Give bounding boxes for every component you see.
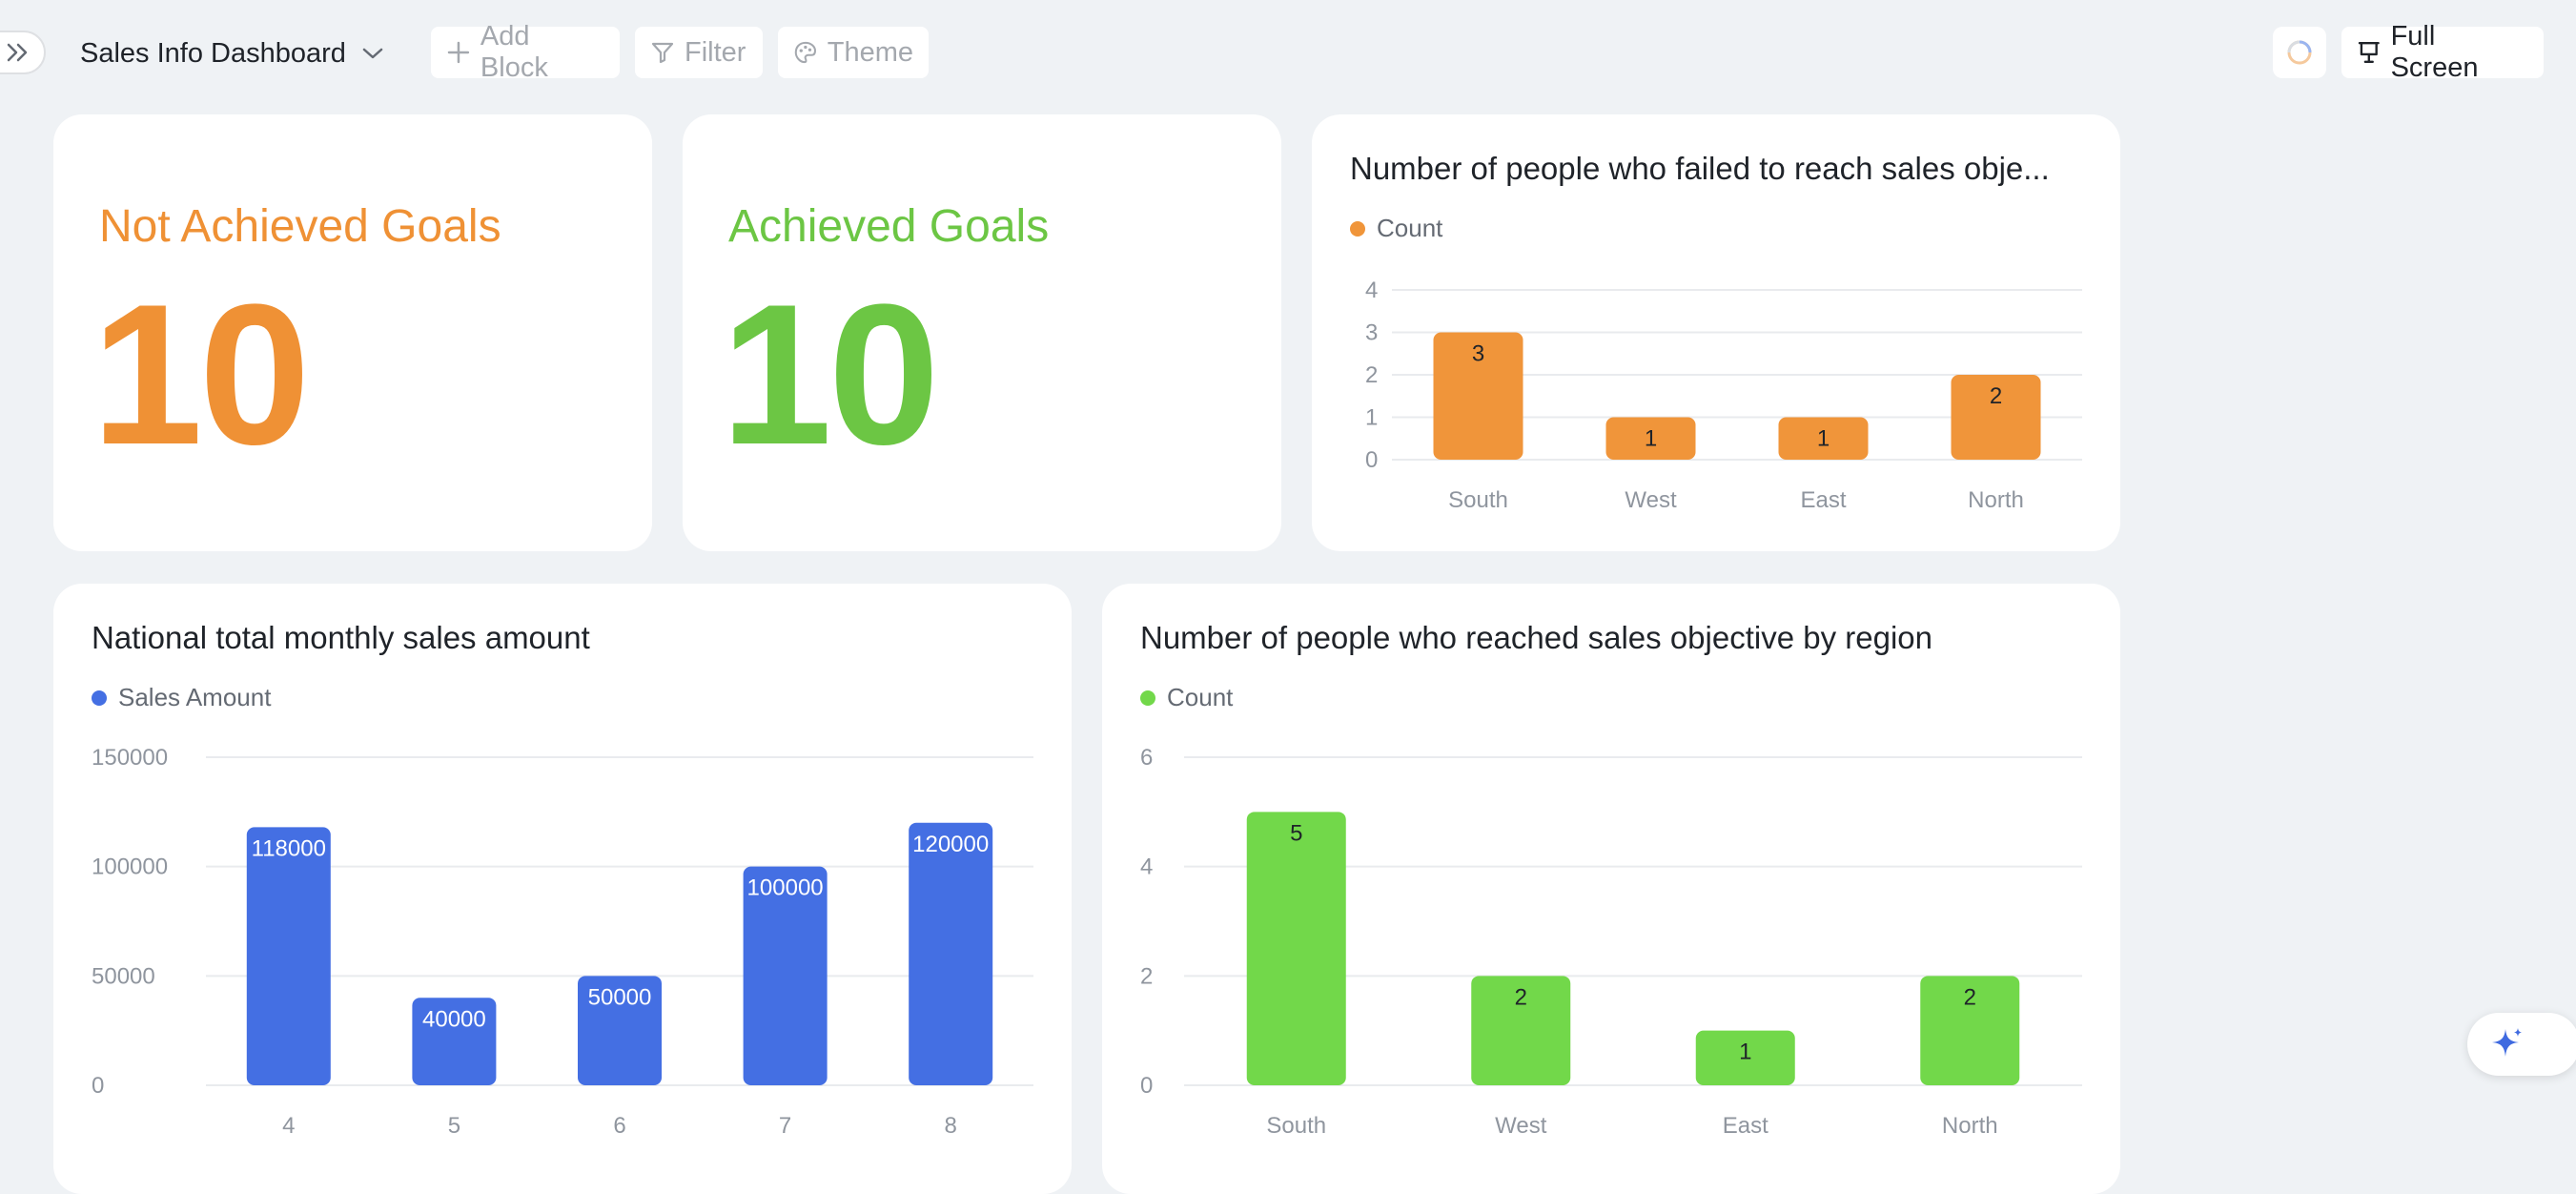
bar-value-label: 5 bbox=[1290, 820, 1302, 846]
bar bbox=[1605, 417, 1696, 460]
chart-card-failed[interactable]: Number of people who failed to reach sal… bbox=[1312, 114, 2120, 551]
chart-legend[interactable]: Sales Amount bbox=[92, 683, 271, 712]
full-screen-label: Full Screen bbox=[2390, 21, 2479, 83]
legend-swatch bbox=[1140, 690, 1155, 706]
dashboard-title: Sales Info Dashboard bbox=[80, 37, 346, 69]
kpi-title: Achieved Goals bbox=[728, 201, 1050, 252]
x-tick-label: North bbox=[1968, 487, 2024, 513]
chart-legend[interactable]: Count bbox=[1140, 683, 1233, 712]
x-tick-label: 4 bbox=[282, 1113, 295, 1139]
x-tick-label: 8 bbox=[945, 1113, 957, 1139]
y-tick-label: 0 bbox=[1365, 447, 1378, 473]
y-tick-label: 50000 bbox=[92, 963, 155, 989]
ai-assistant-button[interactable] bbox=[2467, 1013, 2576, 1076]
bar bbox=[1471, 976, 1571, 1085]
chart-title: Number of people who reached sales objec… bbox=[1140, 620, 1932, 655]
kpi-value: 10 bbox=[92, 262, 311, 486]
y-tick-label: 6 bbox=[1140, 745, 1153, 771]
y-tick-label: 2 bbox=[1365, 362, 1378, 388]
bar-value-label: 40000 bbox=[422, 1006, 486, 1032]
bar bbox=[1920, 976, 2020, 1085]
y-tick-label: 150000 bbox=[92, 745, 168, 771]
bar bbox=[412, 998, 497, 1085]
sparkle-icon bbox=[2492, 1028, 2522, 1057]
bar-chart-failed: 0 1 2 3 4 3 South 1 West 1 East 2 North bbox=[1365, 278, 2082, 513]
bar-value-label: 2 bbox=[1515, 984, 1527, 1010]
legend-swatch bbox=[92, 690, 107, 706]
y-tick-label: 100000 bbox=[92, 854, 168, 880]
bar bbox=[1695, 1030, 1795, 1085]
y-tick-label: 1 bbox=[1365, 405, 1378, 431]
legend-swatch bbox=[1350, 220, 1365, 237]
bar-value-label: 100000 bbox=[747, 875, 824, 901]
loading-status-button[interactable] bbox=[2273, 27, 2326, 78]
x-tick-label: 6 bbox=[613, 1113, 625, 1139]
full-screen-button[interactable]: Full Screen bbox=[2341, 21, 2544, 83]
bar-value-label: 2 bbox=[1990, 383, 2002, 409]
chart-legend[interactable]: Count bbox=[1350, 214, 1442, 243]
x-tick-label: East bbox=[1723, 1113, 1768, 1139]
kpi-card-not-achieved[interactable]: Not Achieved Goals 10 bbox=[53, 114, 652, 551]
chevron-down-icon bbox=[362, 48, 383, 59]
y-tick-label: 2 bbox=[1140, 963, 1153, 989]
bar bbox=[909, 822, 993, 1085]
expand-sidebar-button[interactable] bbox=[0, 31, 46, 74]
x-tick-label: South bbox=[1448, 487, 1508, 513]
bar-chart-reached: 0 2 4 6 5 South 2 West 1 East 2 North bbox=[1140, 745, 2082, 1139]
bar bbox=[246, 827, 331, 1085]
presentation-icon bbox=[2358, 41, 2380, 64]
plus-icon bbox=[447, 41, 470, 64]
y-tick-label: 0 bbox=[92, 1073, 104, 1099]
y-tick-label: 0 bbox=[1140, 1073, 1153, 1099]
chart-card-monthly[interactable]: National total monthly sales amount Sale… bbox=[53, 584, 1072, 1194]
add-block-button[interactable]: Add Block bbox=[431, 21, 620, 83]
bar-value-label: 3 bbox=[1472, 341, 1484, 367]
kpi-value: 10 bbox=[721, 262, 940, 486]
legend-label: Count bbox=[1167, 683, 1234, 711]
x-tick-label: West bbox=[1495, 1113, 1547, 1139]
add-block-label: Add Block bbox=[480, 21, 548, 83]
bar-value-label: 1 bbox=[1739, 1040, 1751, 1065]
chart-card-reached[interactable]: Number of people who reached sales objec… bbox=[1102, 584, 2120, 1194]
x-tick-label: West bbox=[1625, 487, 1677, 513]
toolbar: Sales Info Dashboard Add Block Filter Th… bbox=[0, 0, 2576, 107]
bar-value-label: 1 bbox=[1645, 426, 1657, 452]
x-tick-label: North bbox=[1942, 1113, 1998, 1139]
x-tick-label: 5 bbox=[448, 1113, 460, 1139]
bar-value-label: 120000 bbox=[912, 832, 989, 857]
double-chevron-right-icon bbox=[7, 43, 28, 62]
bar bbox=[1951, 375, 2041, 460]
bar-value-label: 1 bbox=[1817, 426, 1830, 452]
filter-label: Filter bbox=[685, 36, 746, 68]
x-tick-label: East bbox=[1800, 487, 1846, 513]
bar bbox=[578, 976, 662, 1085]
bar-value-label: 118000 bbox=[252, 835, 326, 861]
spinner-icon bbox=[2287, 40, 2312, 65]
bar bbox=[1778, 417, 1869, 460]
bar-value-label: 50000 bbox=[588, 984, 652, 1010]
theme-button[interactable]: Theme bbox=[778, 27, 929, 78]
kpi-card-achieved[interactable]: Achieved Goals 10 bbox=[683, 114, 1281, 551]
bar-chart-monthly: 0 50000 100000 150000 118000 4 40000 5 50000 6 100… bbox=[92, 745, 1033, 1139]
kpi-title: Not Achieved Goals bbox=[99, 201, 501, 252]
x-tick-label: South bbox=[1266, 1113, 1326, 1139]
theme-label: Theme bbox=[827, 36, 913, 68]
chart-title: Number of people who failed to reach sal… bbox=[1350, 151, 2050, 186]
bar bbox=[1246, 812, 1346, 1085]
bar-value-label: 2 bbox=[1964, 984, 1976, 1010]
filter-button[interactable]: Filter bbox=[635, 27, 763, 78]
bar bbox=[743, 866, 828, 1085]
y-tick-label: 4 bbox=[1140, 854, 1153, 880]
filter-icon bbox=[651, 42, 674, 64]
x-tick-label: 7 bbox=[779, 1113, 791, 1139]
legend-label: Count bbox=[1377, 214, 1443, 242]
chart-title: National total monthly sales amount bbox=[92, 620, 590, 655]
y-tick-label: 4 bbox=[1365, 278, 1378, 303]
bar bbox=[1433, 332, 1523, 460]
y-tick-label: 3 bbox=[1365, 320, 1378, 346]
dashboard-selector[interactable]: Sales Info Dashboard bbox=[80, 32, 384, 74]
palette-icon bbox=[794, 41, 816, 64]
legend-label: Sales Amount bbox=[118, 683, 272, 711]
